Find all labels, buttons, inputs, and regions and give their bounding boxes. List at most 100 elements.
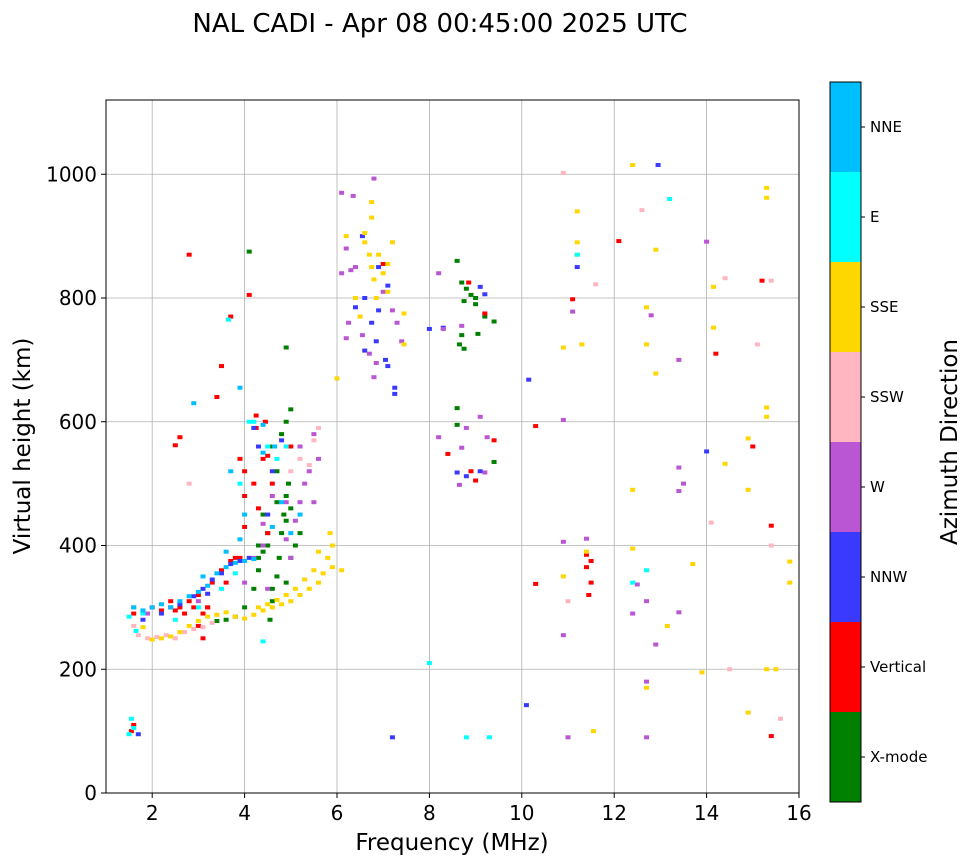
data-point <box>745 710 751 715</box>
data-point <box>265 453 271 458</box>
data-point <box>352 305 358 310</box>
data-point <box>283 518 289 523</box>
data-point <box>343 234 349 239</box>
data-point <box>260 608 266 613</box>
data-point <box>283 580 289 585</box>
data-point <box>648 313 654 318</box>
data-point <box>644 305 650 310</box>
data-point <box>195 593 201 597</box>
data-point <box>389 240 395 245</box>
data-point <box>468 292 474 297</box>
data-point <box>158 608 164 613</box>
x-tick-label: 8 <box>423 801 436 825</box>
data-point <box>630 611 636 616</box>
data-point <box>232 614 238 619</box>
data-point <box>262 419 268 424</box>
data-point <box>463 425 469 430</box>
data-point <box>329 543 335 548</box>
data-point <box>297 456 303 461</box>
data-point <box>644 568 650 573</box>
data-point <box>787 559 793 564</box>
data-point <box>560 574 566 579</box>
colorbar-tick-label: W <box>870 478 885 496</box>
data-point <box>288 555 294 560</box>
data-point <box>616 239 622 244</box>
data-point <box>389 735 395 740</box>
data-point <box>302 577 308 582</box>
data-point <box>764 667 770 672</box>
data-point <box>205 583 211 588</box>
data-point <box>454 422 460 427</box>
x-axis-label: Frequency (MHz) <box>355 830 548 856</box>
data-point <box>348 268 354 273</box>
data-point <box>357 314 363 319</box>
data-point <box>704 239 710 244</box>
data-point <box>209 580 215 585</box>
data-point <box>768 543 774 548</box>
data-point <box>482 311 488 316</box>
plot-frame <box>105 99 800 794</box>
data-point <box>255 444 261 449</box>
data-point <box>251 557 257 562</box>
data-point <box>237 385 243 390</box>
data-point <box>283 593 289 597</box>
data-point <box>745 487 751 492</box>
data-point <box>306 463 312 468</box>
data-point <box>251 586 257 591</box>
data-point <box>260 639 266 644</box>
data-point <box>401 342 407 347</box>
data-point <box>195 605 201 610</box>
colorbar-segment <box>830 82 861 172</box>
data-point <box>297 512 303 517</box>
data-point <box>366 351 372 356</box>
colorbar: X-mode Vertical NNW W SSW SSE E NNE <box>830 82 927 802</box>
data-point <box>131 605 137 610</box>
data-point <box>325 555 331 560</box>
data-point <box>255 555 261 560</box>
data-point <box>177 630 183 635</box>
data-point <box>279 432 285 437</box>
data-point <box>195 599 201 604</box>
data-point <box>145 611 151 616</box>
data-point <box>380 289 386 294</box>
data-point <box>186 594 192 599</box>
data-point <box>491 319 497 324</box>
data-point <box>482 470 488 475</box>
data-point <box>297 500 303 505</box>
data-point <box>186 481 192 486</box>
data-point <box>242 558 248 563</box>
data-point <box>228 558 234 563</box>
data-point <box>473 296 479 300</box>
data-point <box>283 494 289 498</box>
data-point <box>639 208 645 213</box>
data-point <box>764 185 770 190</box>
colorbar-frame <box>829 81 862 803</box>
data-point <box>699 670 705 675</box>
data-point <box>237 537 243 542</box>
data-point <box>191 594 197 599</box>
data-point <box>329 565 335 570</box>
data-point <box>195 623 201 628</box>
data-point <box>385 289 391 294</box>
data-point <box>214 395 220 399</box>
data-point <box>292 586 298 591</box>
data-point <box>574 209 580 214</box>
data-point <box>279 500 285 505</box>
y-tick-label: 800 <box>59 286 97 310</box>
data-point <box>644 599 650 604</box>
data-point <box>246 419 252 424</box>
data-point <box>371 176 377 181</box>
data-point <box>560 171 566 176</box>
data-point <box>260 450 266 455</box>
y-tick-label: 400 <box>59 534 97 558</box>
data-point <box>251 481 257 486</box>
data-point <box>288 469 294 474</box>
data-point <box>182 630 188 635</box>
data-point <box>265 543 271 548</box>
colorbar-tick-label: SSE <box>870 298 899 316</box>
data-point <box>463 286 469 291</box>
x-tick-label: 14 <box>694 801 719 825</box>
data-point <box>373 296 379 300</box>
data-point <box>570 309 576 314</box>
data-point <box>265 602 271 607</box>
